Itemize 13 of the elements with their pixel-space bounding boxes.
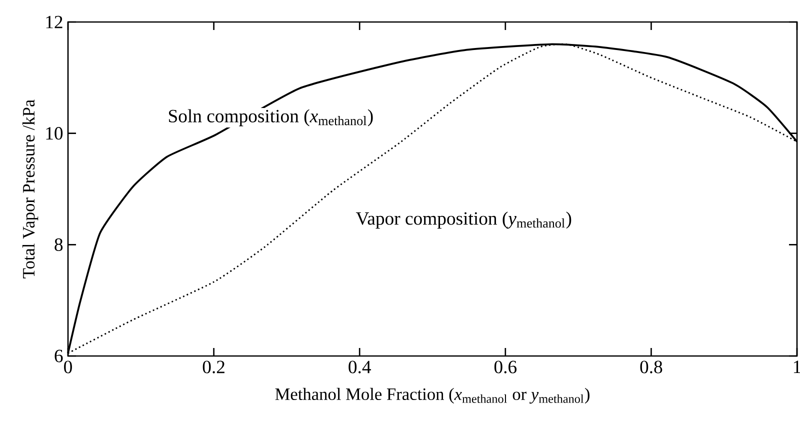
x-tick-label: 0.6 — [494, 360, 517, 374]
x-tick-label: 0.2 — [202, 360, 224, 374]
series-label: Vapor composition (y$_{methanol}$) — [356, 212, 572, 229]
y-tick-label: 8 — [54, 238, 63, 251]
y-tick-label: 6 — [54, 350, 63, 362]
y-axis-title: Total Vapor Pressure /kPa — [22, 100, 38, 278]
y-tick-label: 12 — [46, 16, 62, 28]
x-tick-label: 0.4 — [348, 360, 371, 374]
y-tick-label: 10 — [46, 127, 63, 140]
x-tick-label: 0 — [64, 360, 72, 374]
x-axis-title: Methanol Mole Fraction (x$_{methanol}$ or y$_{methanol}$) — [275, 388, 590, 404]
series-label: Soln composition (x$_{methanol}$) — [168, 109, 373, 126]
x-tick-label: 0.8 — [640, 360, 662, 374]
